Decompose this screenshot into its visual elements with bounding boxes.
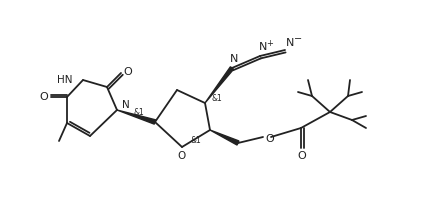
Text: &1: &1 [212, 93, 222, 103]
Text: O: O [178, 151, 186, 161]
Text: +: + [266, 39, 273, 47]
Polygon shape [205, 67, 234, 103]
Polygon shape [210, 130, 239, 145]
Polygon shape [117, 110, 156, 124]
Text: N: N [259, 42, 267, 52]
Text: HN: HN [58, 75, 73, 85]
Text: N: N [230, 54, 238, 64]
Text: &1: &1 [191, 136, 201, 144]
Text: O: O [124, 67, 132, 77]
Text: O: O [266, 134, 274, 144]
Text: &1: &1 [133, 108, 144, 116]
Text: −: − [294, 34, 302, 44]
Text: O: O [298, 151, 306, 161]
Text: O: O [40, 92, 48, 102]
Text: N: N [286, 38, 294, 48]
Text: N: N [122, 100, 130, 110]
